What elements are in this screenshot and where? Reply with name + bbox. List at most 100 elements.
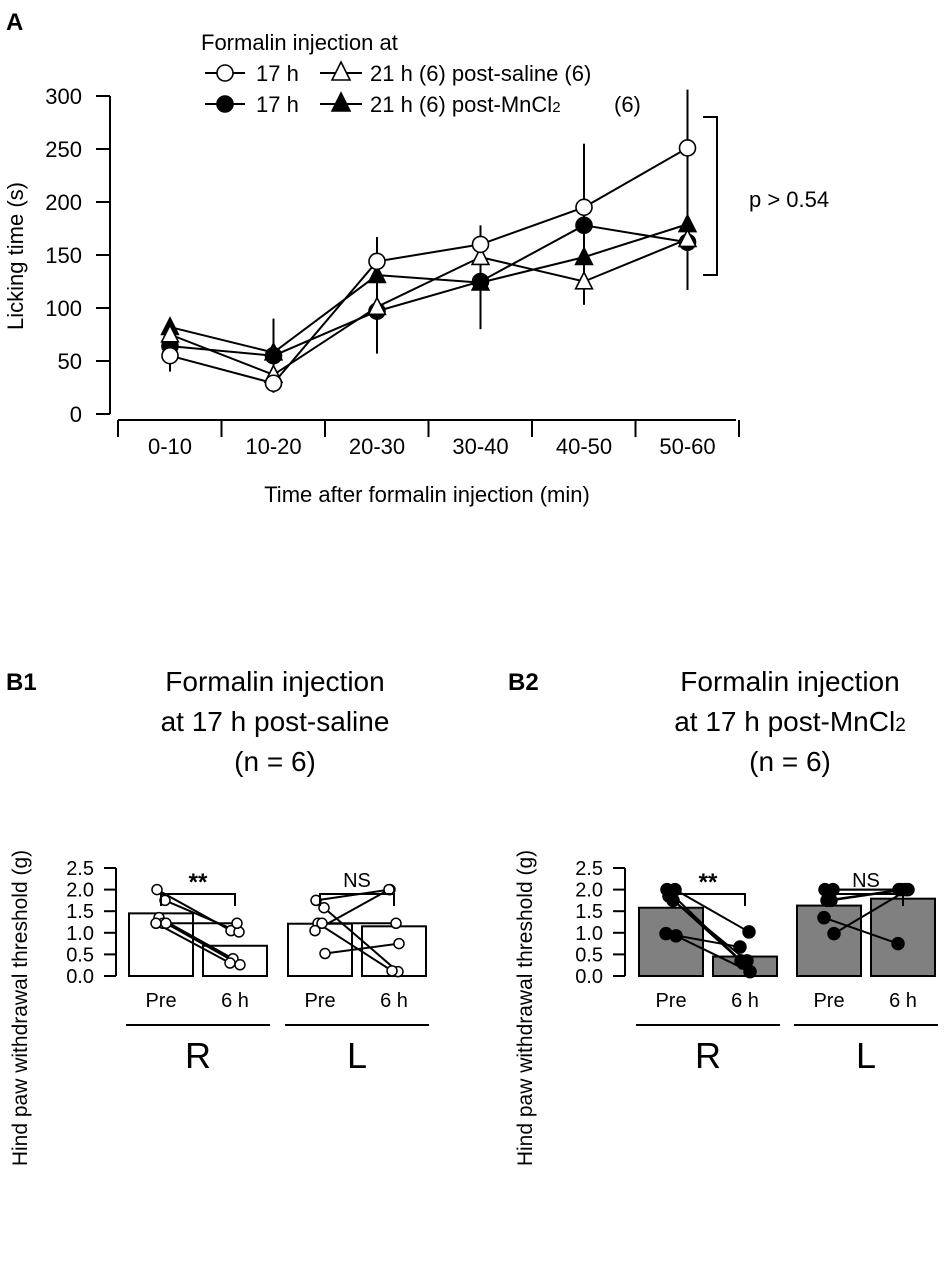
a-series-line [169, 238, 688, 376]
b-group-label: L [856, 1035, 876, 1076]
b-data-point [309, 924, 321, 937]
b-pair-line [823, 916, 899, 945]
b-sig-bracket [828, 893, 904, 906]
b-y-tick-label: 0.0 [66, 966, 94, 988]
b1-title-line-1: Formalin injection [165, 666, 384, 697]
a-data-point [264, 374, 283, 393]
b1-threshold-chart: 0.00.51.01.52.02.5 Hind paw withdrawal th… [9, 850, 429, 1166]
panel-b2-label: B2 [508, 669, 539, 696]
a-data-point [368, 252, 386, 271]
a-data-point [575, 198, 593, 217]
b-data-point [224, 957, 236, 969]
b-sig-bracket [160, 893, 236, 906]
b-y-tick-label: 1.5 [66, 901, 94, 923]
legend-row-1: 17 h 21 h (6) post-saline (6) [205, 60, 591, 86]
panel-b1-label: B1 [6, 669, 37, 696]
b-y-tick-label: 1.0 [575, 923, 603, 945]
legend-row-2-sub: 2 [552, 99, 560, 116]
b-pair-line [164, 899, 240, 933]
a-data-point [677, 228, 698, 248]
b-y-tick-label: 2.0 [575, 880, 603, 902]
b-x-tick-label: 6 h [889, 990, 917, 1012]
b-bar [638, 906, 704, 978]
a-series-line [169, 147, 688, 385]
b1-title-line-2: at 17 h post-saline [161, 706, 390, 737]
b-data-point [316, 917, 328, 930]
a-y-tick-label: 200 [45, 190, 82, 215]
b-y-tick-label: 1.0 [66, 923, 94, 945]
b-data-point [151, 883, 163, 896]
legend-row-2-a: 17 h [256, 92, 299, 117]
b-data-point [666, 893, 680, 908]
b-x-tick-label: 6 h [380, 990, 408, 1012]
legend-row-2-c: (6) [614, 92, 641, 117]
b-y-tick-label: 0.5 [66, 944, 94, 966]
b-x-tick-label: Pre [655, 990, 686, 1012]
b-pair-line [833, 888, 909, 935]
b-data-point [743, 964, 757, 979]
b-group-label: R [695, 1035, 721, 1076]
b-pair-line [317, 922, 393, 972]
b-y-tick-label: 2.5 [575, 858, 603, 880]
a-data-point [161, 346, 179, 365]
a-data-point [678, 139, 697, 157]
b2-title-line-2: at 17 h post-MnCl [674, 706, 895, 737]
b-x-tick-label: 6 h [221, 990, 249, 1012]
b-data-point [318, 901, 330, 914]
b-group-label: L [347, 1035, 367, 1076]
legend-row-2-b: 21 h (6) post-MnCl [370, 92, 552, 117]
b-sig-label: NS [343, 870, 371, 892]
a-data-point [471, 235, 490, 254]
a-data-point [160, 323, 180, 343]
b-data-point [891, 936, 905, 951]
b-data-point [234, 959, 246, 971]
b-sig-label: ** [189, 869, 208, 896]
b-y-tick-label: 0.5 [575, 944, 603, 966]
a-y-tick-label: 0 [70, 402, 82, 427]
a-data-point [470, 271, 491, 291]
b1-title-line-3: (n = 6) [234, 746, 316, 777]
legend-filled-circle-marker [216, 95, 234, 113]
b-data-point [827, 926, 841, 941]
b-x-tick-label: Pre [813, 990, 844, 1012]
b2-title-sub: 2 [895, 715, 906, 736]
a-y-tick-label: 150 [45, 243, 82, 268]
b-x-tick-label: Pre [145, 990, 176, 1012]
a-data-point [470, 246, 491, 266]
a-data-point [263, 341, 284, 361]
b-y-tick-label: 1.5 [575, 901, 603, 923]
legend-row-1-a: 17 h [256, 61, 299, 86]
b-sig-label: ** [699, 869, 718, 896]
legend-filled-triangle-marker [330, 91, 352, 112]
a-y-axis-title: Licking time (s) [3, 182, 28, 330]
a-x-tick-label: 0-10 [148, 434, 192, 459]
legend-open-circle-marker [216, 64, 234, 82]
b-data-point [386, 965, 398, 977]
a-y-tick-label: 100 [45, 296, 82, 321]
legend-title: Formalin injection at [201, 30, 398, 55]
significance-bracket-a [703, 116, 718, 276]
b-y-axis-title: Hind paw withdrawal threshold (g) [9, 850, 32, 1166]
b-data-point [393, 937, 405, 950]
legend-row-1-b: 21 h (6) post-saline (6) [370, 61, 591, 86]
a-data-point [574, 246, 594, 266]
a-data-point [574, 270, 594, 290]
a-y-tick-label: 300 [45, 84, 82, 109]
b-x-tick-label: Pre [304, 990, 335, 1012]
a-x-axis-title: Time after formalin injection (min) [264, 482, 590, 507]
a-y-tick-label: 50 [58, 349, 82, 374]
a-data-point [367, 295, 387, 316]
b-sig-bracket [670, 893, 746, 906]
a-x-tick-label: 50-60 [659, 434, 715, 459]
legend-row-2-b-wrap: 21 h (6) post-MnCl2 [370, 92, 561, 117]
legend-row-2: 17 h 21 h (6) post-MnCl2 (6) [205, 91, 641, 117]
panel-a-label: A [6, 9, 23, 36]
legend-open-triangle-marker [330, 60, 352, 81]
b-data-point [817, 910, 831, 925]
b2-threshold-chart: 0.00.51.01.52.02.5 Hind paw withdrawal th… [514, 850, 938, 1166]
b-pair-line [324, 942, 400, 955]
b2-title-line-3: (n = 6) [749, 746, 831, 777]
a-x-tick-label: 30-40 [452, 434, 508, 459]
a-series-line [169, 223, 688, 354]
